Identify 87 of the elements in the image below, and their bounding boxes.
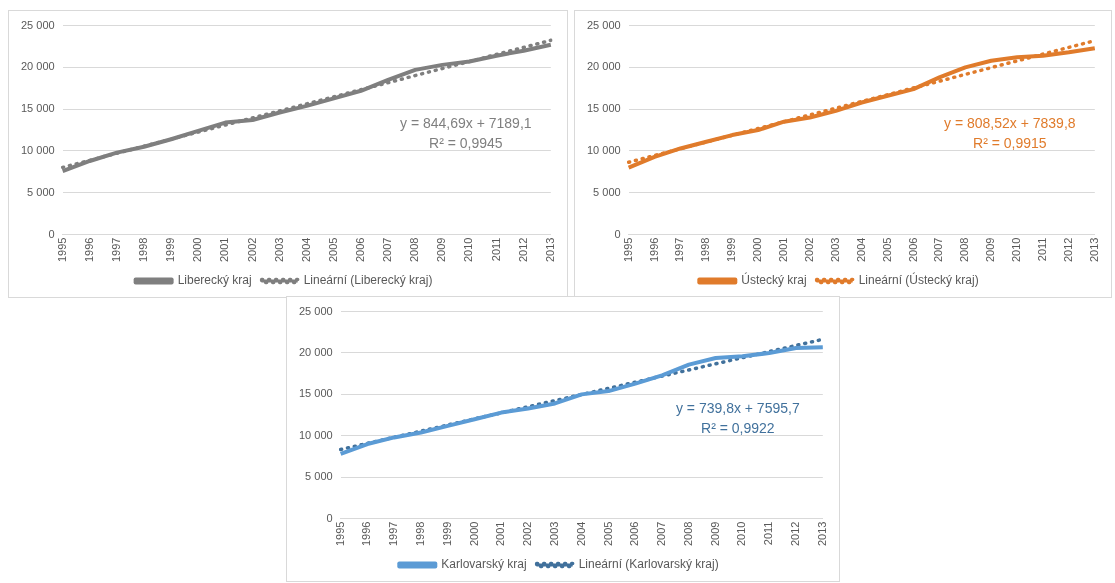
x-tick-label: 2007 [932,237,945,263]
x-tick-label: 2012 [789,521,802,547]
x-tick-label: 2007 [381,237,394,263]
x-tick-label: 2011 [489,237,502,262]
x-tick-label: 2010 [462,237,475,263]
annotation: R² = 0,9945 [429,134,503,151]
x-tick-label: 2002 [802,237,815,263]
x-tick-label: 1997 [673,237,686,263]
x-tick-label: 2010 [1010,237,1023,263]
x-tick-label: 2008 [681,521,694,547]
x-tick-label: 1999 [164,237,177,263]
x-tick-label: 2013 [543,237,556,263]
x-tick-label: 1996 [82,237,95,263]
annotation: R² = 0,9915 [973,134,1047,151]
x-tick-label: 2006 [628,521,641,547]
x-tick-label: 2008 [958,237,971,263]
x-tick-label: 2009 [984,237,997,263]
x-tick-label: 2012 [1061,237,1074,263]
x-tick-label: 1999 [440,521,453,547]
x-tick-label: 2002 [245,237,258,263]
x-tick-label: 2012 [516,237,529,263]
x-tick-label: 2011 [1036,237,1049,262]
y-tick-label: 10 000 [586,143,621,156]
y-tick-label: 0 [48,227,55,240]
y-tick-label: 20 000 [298,346,333,359]
x-tick-label: 2005 [880,237,893,263]
x-tick-label: 1997 [387,521,400,547]
x-tick-label: 2004 [574,521,587,547]
x-tick-label: 2010 [735,521,748,547]
legend-label: Liberecký kraj [177,273,252,288]
x-tick-label: 1998 [137,237,150,263]
x-tick-label: 2005 [326,237,339,263]
y-tick-label: 10 000 [20,143,55,156]
y-tick-label: 25 000 [586,18,621,31]
x-tick-label: 2009 [708,521,721,547]
annotation: y = 844,69x + 7189,1 [400,114,532,131]
legend-label: Ústecký kraj [741,272,807,288]
y-tick-label: 15 000 [298,387,333,400]
x-tick-label: 1995 [333,521,346,547]
x-tick-label: 2006 [906,237,919,263]
y-tick-label: 10 000 [298,428,333,441]
x-tick-label: 2011 [762,521,775,546]
annotation: y = 808,52x + 7839,8 [944,114,1076,131]
x-tick-label: 1998 [699,237,712,263]
x-tick-label: 1995 [621,237,634,263]
x-tick-label: 2003 [547,521,560,547]
y-tick-label: 25 000 [20,18,55,31]
y-tick-label: 15 000 [586,102,621,115]
x-tick-label: 2004 [299,237,312,263]
x-tick-label: 2001 [494,521,507,547]
x-tick-label: 2000 [191,237,204,263]
y-tick-label: 20 000 [20,60,55,73]
x-tick-label: 1996 [647,237,660,263]
x-tick-label: 2005 [601,521,614,547]
x-tick-label: 2013 [1087,237,1100,263]
x-tick-label: 2008 [408,237,421,263]
x-tick-label: 2007 [655,521,668,547]
y-tick-label: 20 000 [586,60,621,73]
y-tick-label: 25 000 [298,304,333,317]
x-tick-label: 1999 [725,237,738,263]
x-tick-label: 2001 [777,237,790,263]
y-tick-label: 15 000 [20,102,55,115]
x-tick-label: 2002 [521,521,534,547]
x-tick-label: 2006 [353,237,366,263]
annotation: y = 739,8x + 7595,7 [675,399,800,416]
x-tick-label: 1997 [109,237,122,263]
x-tick-label: 1998 [414,521,427,547]
y-tick-label: 5 000 [593,185,621,198]
legend-label: Lineární (Liberecký kraj) [303,273,433,288]
annotation: R² = 0,9922 [701,419,775,436]
x-tick-label: 2009 [435,237,448,263]
x-tick-label: 2001 [218,237,231,263]
x-tick-label: 2003 [272,237,285,263]
x-tick-label: 1996 [360,521,373,547]
x-tick-label: 1995 [55,237,68,263]
y-tick-label: 5 000 [27,185,55,198]
legend-label: Karlovarský kraj [441,557,527,572]
legend-label: Lineární (Ústecký kraj) [858,272,979,288]
legend-label: Lineární (Karlovarský kraj) [578,557,719,572]
x-tick-label: 2000 [751,237,764,263]
x-tick-label: 2003 [828,237,841,263]
y-tick-label: 5 000 [305,470,333,483]
x-tick-label: 2000 [467,521,480,547]
x-tick-label: 2013 [815,521,828,547]
x-tick-label: 2004 [854,237,867,263]
y-tick-label: 0 [326,511,333,524]
y-tick-label: 0 [614,227,621,240]
